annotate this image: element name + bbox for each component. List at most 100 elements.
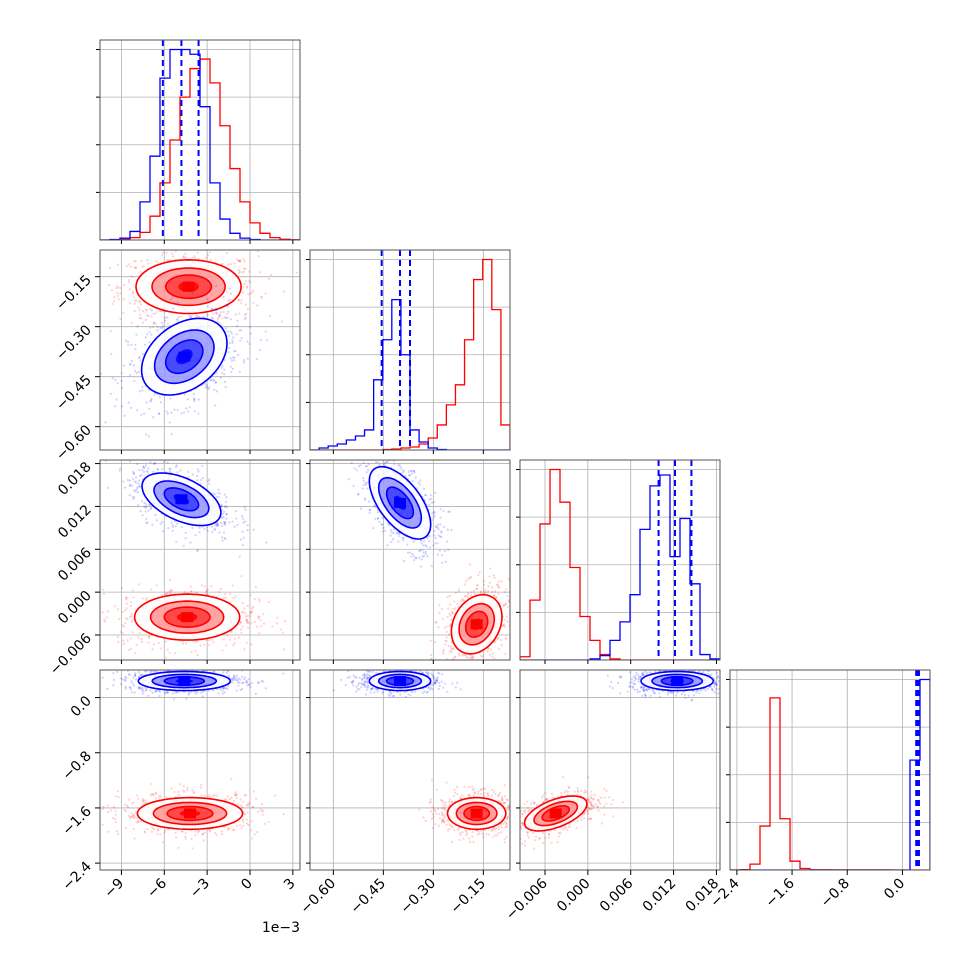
sample-point: [107, 811, 109, 813]
sample-point: [497, 637, 499, 639]
sample-point: [240, 628, 242, 630]
sample-point: [194, 650, 196, 652]
sample-point: [419, 483, 421, 485]
sample-point: [154, 514, 156, 516]
sample-point: [413, 471, 415, 473]
sample-point: [139, 632, 141, 634]
sample-point: [132, 619, 134, 621]
sample-point: [202, 833, 204, 835]
sample-point: [242, 291, 244, 293]
sample-point: [450, 645, 452, 647]
sample-point: [155, 260, 157, 262]
histogram-panel-3: [726, 670, 930, 870]
sample-point: [207, 298, 209, 300]
sample-point: [235, 596, 237, 598]
sample-point: [164, 320, 166, 322]
sample-point: [246, 812, 248, 814]
sample-point: [115, 398, 117, 400]
sample-point: [150, 794, 152, 796]
sample-point: [397, 541, 399, 543]
sample-point: [228, 521, 230, 523]
sample-point: [244, 506, 246, 508]
sample-point: [230, 318, 232, 320]
sample-point: [224, 316, 226, 318]
sample-point: [434, 542, 436, 544]
sample-point: [119, 467, 121, 469]
sample-point: [197, 468, 199, 470]
sample-point: [232, 644, 234, 646]
sample-point: [141, 389, 143, 391]
sample-point: [420, 558, 422, 560]
sample-point: [106, 616, 108, 618]
sample-point: [507, 606, 509, 608]
sample-point: [116, 285, 118, 287]
sample-point: [233, 800, 235, 802]
sample-point: [250, 332, 252, 334]
sample-point: [166, 259, 168, 261]
sample-point: [130, 322, 132, 324]
sample-point: [437, 626, 439, 628]
sample-point: [431, 512, 433, 514]
sample-point: [483, 584, 485, 586]
sample-point: [132, 496, 134, 498]
sample-point: [251, 291, 253, 293]
sample-point: [238, 329, 240, 331]
sample-point: [219, 492, 221, 494]
sample-point: [130, 605, 132, 607]
sample-point: [488, 662, 490, 664]
sample-point: [221, 372, 223, 374]
sample-point: [525, 597, 527, 599]
sample-point: [130, 344, 132, 346]
sample-point: [134, 344, 136, 346]
sample-point: [508, 600, 510, 602]
sample-point: [114, 296, 116, 298]
sample-point: [203, 528, 205, 530]
sample-point: [247, 358, 249, 360]
sample-point: [246, 619, 248, 621]
sample-point: [102, 611, 104, 613]
sample-point: [191, 256, 193, 258]
sample-point: [211, 308, 213, 310]
sample-point: [150, 508, 152, 510]
sample-point: [514, 586, 516, 588]
sample-point: [376, 455, 378, 457]
sample-point: [127, 402, 129, 404]
sample-point: [134, 370, 136, 372]
sample-point: [249, 594, 251, 596]
sample-point: [230, 331, 232, 333]
sample-point: [150, 783, 152, 785]
sample-point: [172, 296, 174, 298]
sample-point: [441, 608, 443, 610]
sample-point: [171, 591, 173, 593]
sample-point: [367, 469, 369, 471]
sample-point: [236, 259, 238, 261]
sample-point: [443, 526, 445, 528]
sample-point: [438, 528, 440, 530]
sample-point: [191, 789, 193, 791]
sample-point: [218, 315, 220, 317]
sample-point: [484, 588, 486, 590]
sample-point: [128, 279, 130, 281]
sample-point: [129, 288, 131, 290]
sample-point: [367, 455, 369, 457]
sample-point: [161, 322, 163, 324]
sample-point: [247, 615, 249, 617]
sample-point: [197, 412, 199, 414]
sample-point: [501, 580, 503, 582]
sample-point: [207, 588, 209, 590]
sample-point: [181, 830, 183, 832]
sample-point: [119, 318, 121, 320]
sample-point: [196, 550, 198, 552]
sample-point: [240, 575, 242, 577]
sample-point: [131, 815, 133, 817]
sample-point: [215, 285, 217, 287]
sample-point: [247, 524, 249, 526]
sample-point: [257, 811, 259, 813]
sample-point: [444, 626, 446, 628]
sample-point: [220, 522, 222, 524]
sample-point: [498, 580, 500, 582]
sample-point: [250, 829, 252, 831]
sample-point: [230, 371, 232, 373]
sample-point: [362, 488, 364, 490]
sample-point: [217, 489, 219, 491]
